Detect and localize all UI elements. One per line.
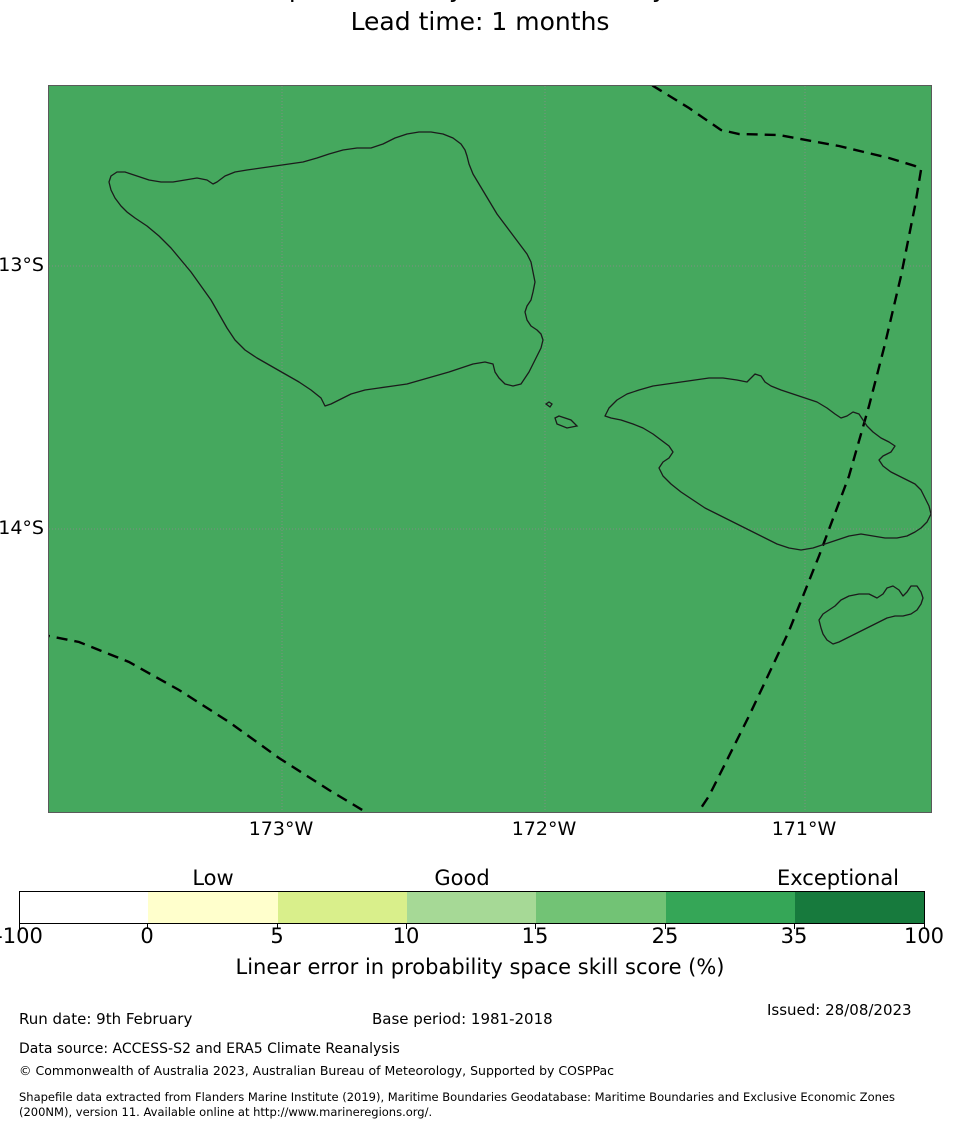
colorbar-tickmark-2 — [277, 924, 278, 929]
map-panel[interactable] — [48, 85, 932, 813]
colorbar-tickmark-3 — [406, 924, 407, 929]
colorbar-tickmark-4 — [535, 924, 536, 929]
colorbar-tickmark-5 — [665, 924, 666, 929]
footer-shapefile-attribution: Shapefile data extracted from Flanders M… — [19, 1090, 895, 1119]
colorbar-segment-1 — [148, 892, 278, 923]
coastline-upolu — [604, 373, 931, 551]
colorbar-tick-label-35: 35 — [780, 924, 808, 948]
map-gridlines — [49, 86, 931, 812]
colorbar-segment-6 — [795, 892, 924, 923]
coastline-islets — [544, 401, 579, 429]
colorbar-tick-label-15: 15 — [521, 924, 549, 948]
footer-run-date: Run date: 9th February — [19, 1010, 193, 1028]
x-tick-label-172w: 172°W — [511, 818, 577, 840]
colorbar-tick-label--100: -100 — [0, 924, 43, 948]
colorbar-segment-2 — [278, 892, 407, 923]
footer: Run date: 9th February Base period: 1981… — [0, 1003, 960, 1120]
coastline-tutuila — [818, 585, 924, 645]
colorbar-tick-label-100: 100 — [903, 924, 945, 948]
y-tick-label-14s: 14°S — [0, 517, 44, 539]
colorbar-tick-label-5: 5 — [270, 924, 284, 948]
colorbar-wrap — [19, 891, 925, 924]
y-tick-label-13s: 13°S — [0, 254, 44, 276]
footer-row-primary: Run date: 9th February Base period: 1981… — [0, 1003, 960, 1036]
colorbar-category-low: Low — [192, 866, 234, 890]
colorbar-tick-label-25: 25 — [651, 924, 679, 948]
footer-data-source: Data source: ACCESS-S2 and ERA5 Climate … — [19, 1041, 400, 1057]
chart-title: past accuracy for March - May. Lead time… — [0, 0, 960, 38]
map-graphic — [49, 86, 931, 812]
x-tick-label-173w: 173°W — [248, 818, 314, 840]
colorbar-category-good: Good — [434, 866, 490, 890]
coastline-savaii — [108, 131, 544, 407]
title-line-1: past accuracy for March - May. — [0, 0, 960, 5]
colorbar[interactable] — [19, 891, 925, 924]
eez-boundary — [49, 86, 923, 812]
colorbar-tickmark-6 — [794, 924, 795, 929]
colorbar-tickmark-1 — [147, 924, 148, 929]
colorbar-segment-5 — [666, 892, 795, 923]
footer-copyright: © Commonwealth of Australia 2023, Austra… — [19, 1063, 614, 1078]
colorbar-tickmark-7 — [924, 924, 925, 929]
footer-issued-date: Issued: 28/08/2023 — [767, 1001, 912, 1019]
colorbar-tickmark-0 — [19, 924, 20, 929]
x-tick-label-171w: 171°W — [771, 818, 837, 840]
colorbar-segment-0 — [20, 892, 148, 923]
footer-base-period: Base period: 1981-2018 — [372, 1010, 553, 1028]
colorbar-category-exceptional: Exceptional — [776, 866, 900, 890]
colorbar-segment-3 — [407, 892, 536, 923]
colorbar-tick-label-10: 10 — [392, 924, 420, 948]
title-line-2: Lead time: 1 months — [350, 7, 610, 36]
colorbar-segment-4 — [536, 892, 666, 923]
colorbar-axis-label: Linear error in probability space skill … — [235, 955, 725, 979]
colorbar-tick-label-0: 0 — [140, 924, 154, 948]
